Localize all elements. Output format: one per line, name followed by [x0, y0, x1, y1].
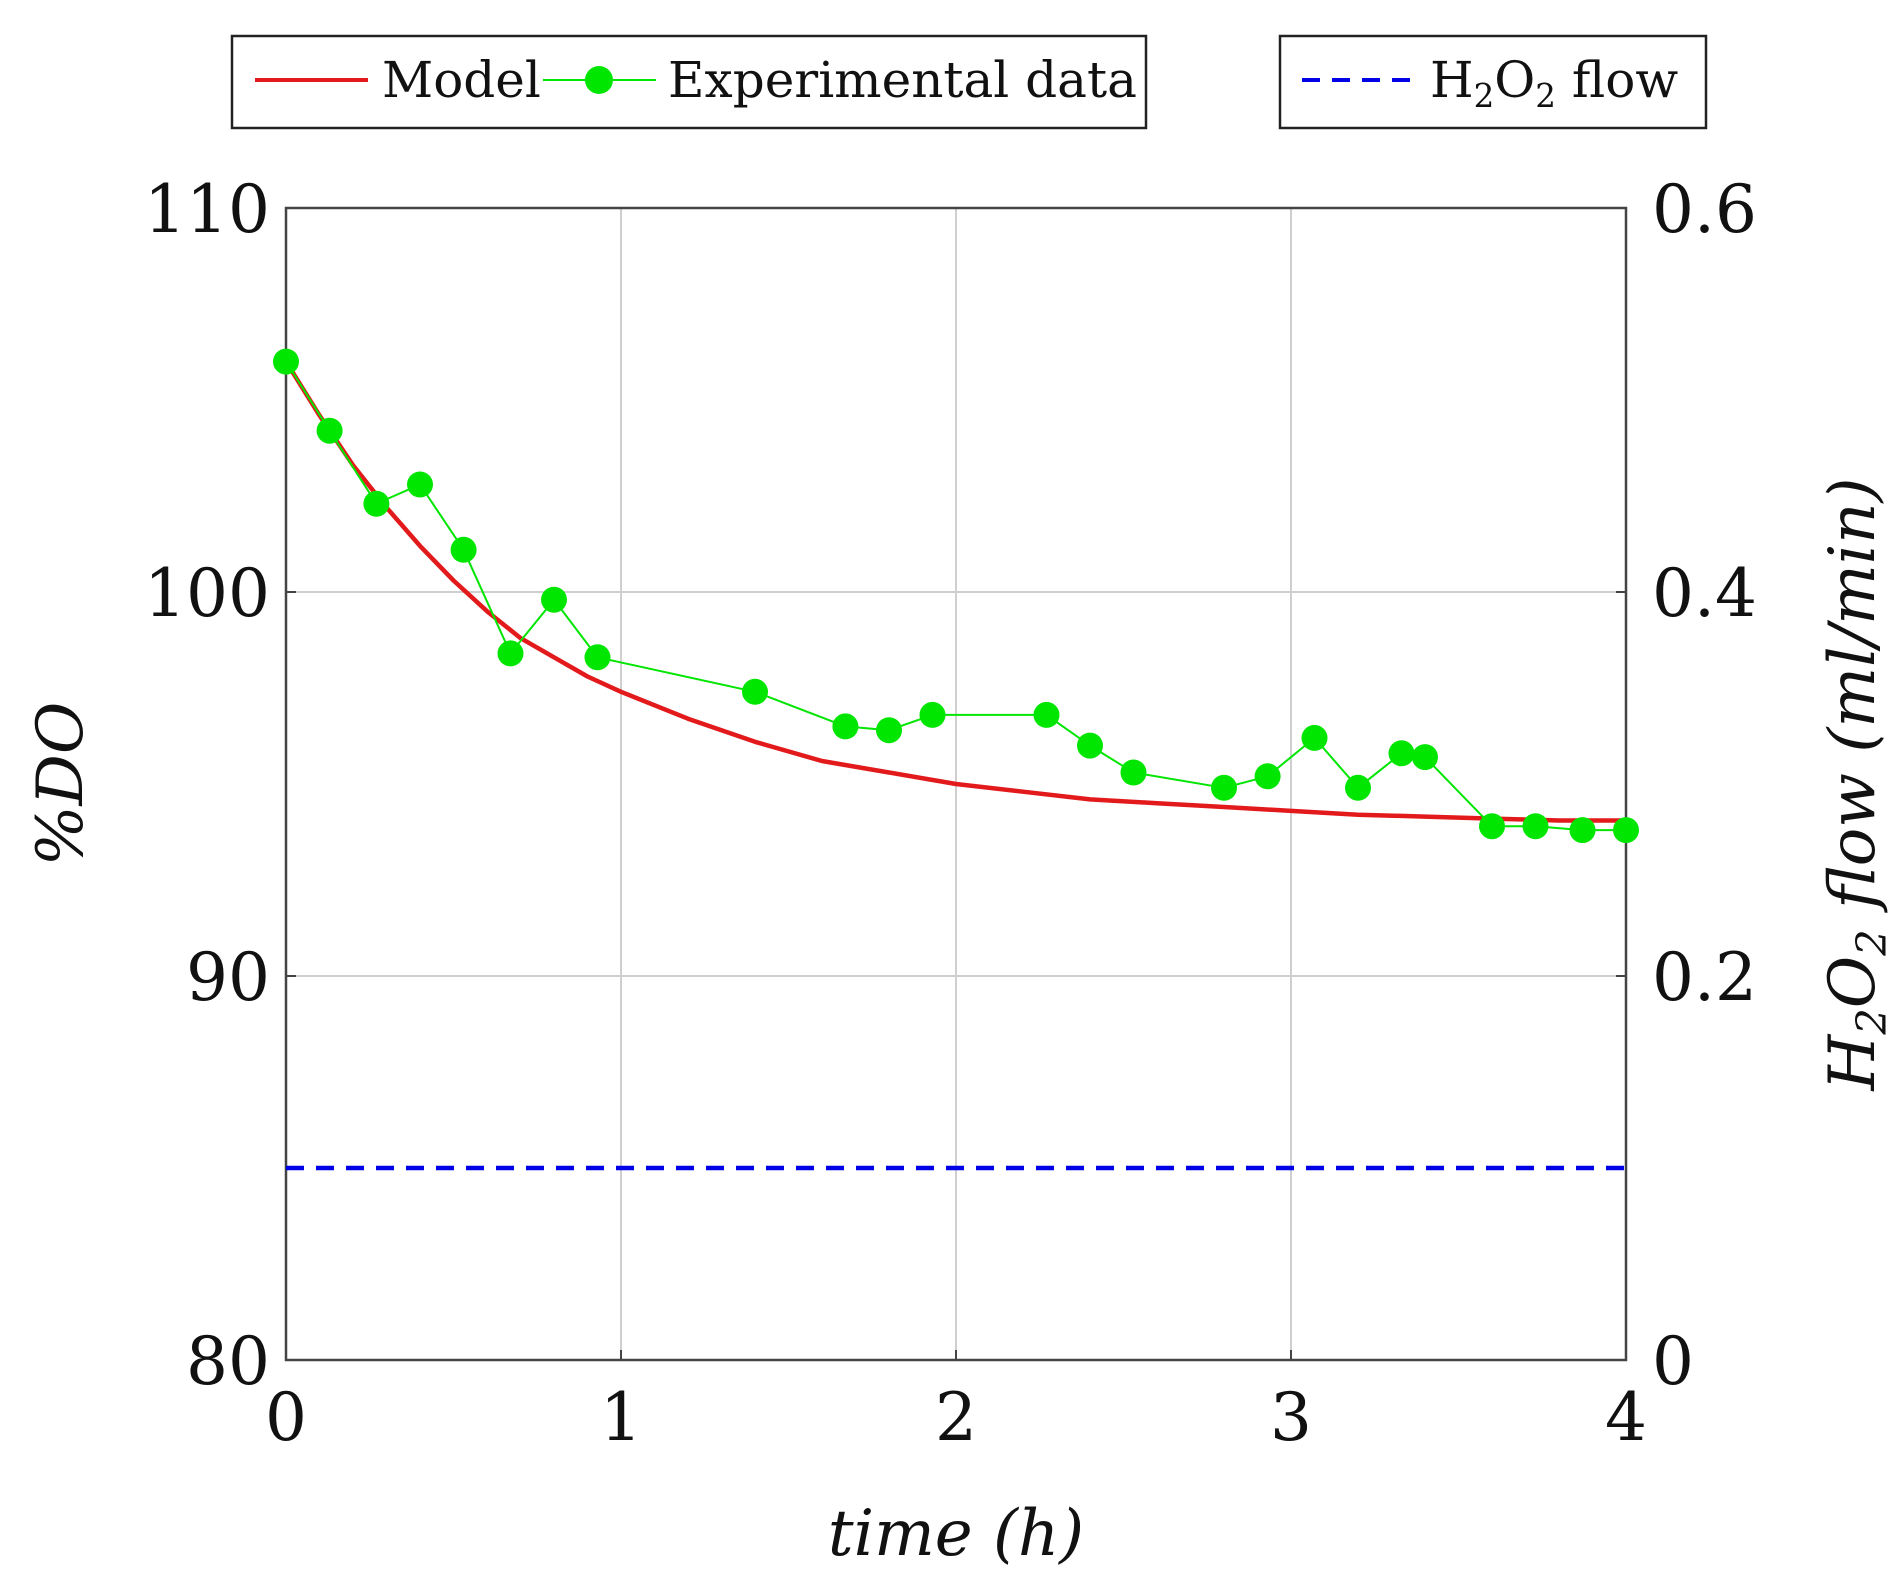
y2-tick-label: 0: [1652, 1323, 1694, 1400]
y-tick-label: 110: [144, 171, 270, 248]
x-tick-label: 0: [265, 1379, 307, 1456]
data-point-experimental-data: [1033, 701, 1060, 728]
y2-axis-label: H2O2 flow (ml/min): [1816, 478, 1896, 1092]
y2-tick-label: 0.6: [1652, 171, 1757, 248]
x-tick-label: 3: [1270, 1379, 1312, 1456]
data-point-experimental-data: [876, 717, 902, 744]
data-point-experimental-data: [1254, 763, 1281, 790]
y2-tick-label: 0.4: [1652, 555, 1757, 632]
legend-label-experimental: Experimental data: [668, 51, 1137, 109]
y2-tick-label: 0.2: [1652, 939, 1757, 1016]
data-point-experimental-data: [1522, 813, 1549, 840]
data-point-experimental-data: [1345, 774, 1371, 801]
data-point-experimental-data: [363, 490, 390, 517]
legend-label-model: Model: [382, 51, 541, 109]
legend-label-h2o2: H2O2 flow: [1430, 51, 1678, 115]
series-layer: [273, 348, 1639, 1171]
ticks: 0 1 2 3 4 80 90 100 110 0 0.2 0.4 0.6: [144, 171, 1757, 1456]
y-tick-label: 90: [186, 939, 270, 1016]
legend-box-right: [1278, 34, 1708, 130]
data-point-experimental-data: [316, 417, 343, 444]
y-axis-label: %DO: [24, 702, 98, 867]
legend-marker-experimental: [585, 66, 613, 94]
data-point-experimental-data: [919, 701, 946, 728]
data-point-experimental-data: [1211, 774, 1237, 801]
data-point-experimental-data: [1613, 817, 1639, 844]
x-tick-label: 4: [1605, 1379, 1647, 1456]
y-tick-label: 80: [186, 1323, 270, 1400]
data-point-experimental-data: [584, 644, 611, 671]
data-point-experimental-data: [1388, 740, 1415, 767]
data-point-experimental-data: [1301, 724, 1328, 751]
series-line-model: [284, 360, 1626, 823]
data-point-experimental-data: [742, 678, 768, 705]
data-point-experimental-data: [273, 348, 299, 375]
data-point-experimental-data: [407, 471, 433, 498]
data-point-experimental-data: [1569, 817, 1596, 844]
x-tick-label: 1: [600, 1379, 642, 1456]
data-point-experimental-data: [541, 586, 567, 613]
data-point-experimental-data: [832, 713, 859, 740]
data-point-experimental-data: [1412, 744, 1438, 771]
x-axis-label: time (h): [828, 1497, 1084, 1571]
data-point-experimental-data: [450, 536, 477, 563]
legend-box-left: [230, 34, 1148, 130]
data-point-experimental-data: [1120, 759, 1147, 786]
data-point-experimental-data: [1077, 732, 1103, 759]
data-point-experimental-data: [497, 640, 524, 667]
y-tick-label: 100: [144, 555, 270, 632]
x-tick-label: 2: [935, 1379, 977, 1456]
data-point-experimental-data: [1479, 813, 1505, 840]
